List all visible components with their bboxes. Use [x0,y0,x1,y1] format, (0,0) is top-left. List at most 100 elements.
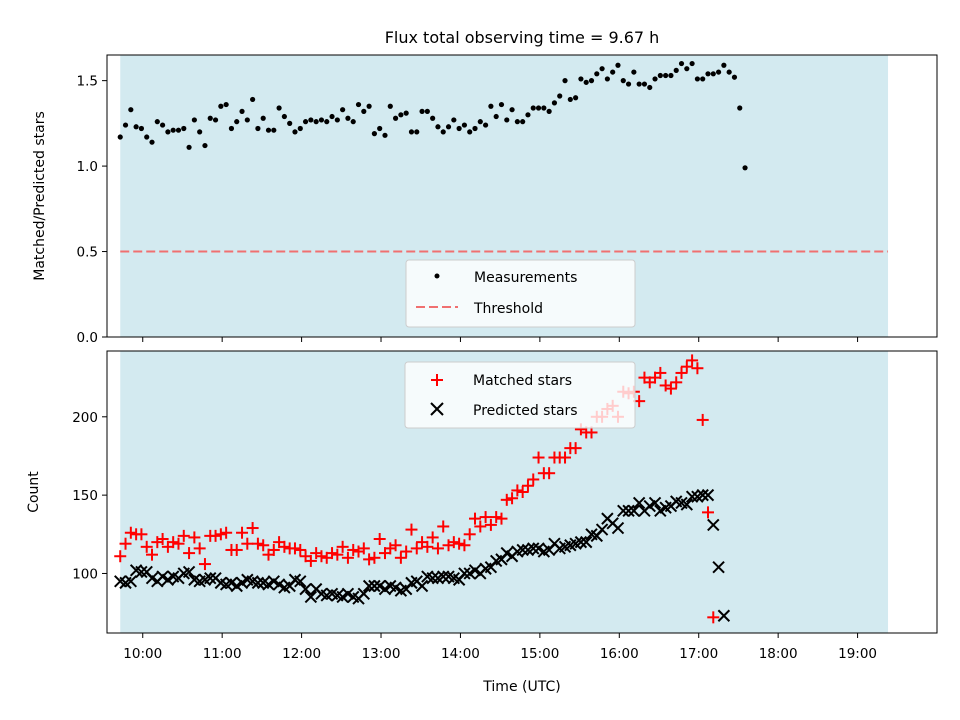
measurement-point [424,108,430,114]
predicted-star-point [437,570,450,583]
measurement-point [297,125,303,132]
measurement-point [488,103,494,109]
bottom-y-tick-label: 100 [72,566,98,582]
measurement-point [541,105,547,111]
matched-star-point [236,526,249,539]
matched-star-point [193,542,206,555]
matched-star-point [368,551,381,564]
measurement-point [366,103,372,109]
top-x-ticks [142,337,859,342]
measurement-point [223,101,229,108]
predicted-star-point [304,590,318,604]
matched-stars-points [114,354,720,624]
bottom-legend: Matched stars Predicted stars [404,361,636,429]
predicted-star-point [368,579,381,593]
measurement-point [467,129,473,135]
matched-star-point [140,540,153,553]
predicted-stars-points [114,488,731,622]
measurement-point [234,119,240,125]
measurement-point [461,122,468,128]
measurement-point [324,119,330,125]
measurement-point [382,132,388,138]
bottom-x-tick-label: 10:00 [123,646,162,662]
measurement-point [170,127,176,133]
matched-star-point [241,537,254,550]
bottom-x-ticks: 10:00 11:00 12:00 13:00 14:00 15:00 16:00 17:00… [123,633,877,662]
predicted-star-point [294,575,307,588]
matched-star-point [479,511,492,524]
measurement-point [308,117,314,123]
predicted-star-point [611,521,625,535]
measurement-point [567,96,573,103]
measurement-point [530,105,536,111]
predicted-star-point [717,609,731,622]
legend-measurements-marker [434,273,440,279]
predicted-star-point [627,504,641,518]
legend-predicted-label: Predicted stars [473,403,578,419]
predicted-star-point [516,543,529,557]
measurement-point [689,60,695,67]
matched-star-point [257,539,270,552]
matched-star-point [183,547,196,560]
bottom-y-tick-label: 150 [72,488,98,504]
matched-star-point [363,553,376,566]
top-y-tick-label: 1.0 [77,159,98,175]
predicted-star-point [527,542,540,555]
matched-star-point [527,473,540,486]
measurement-point [371,131,378,137]
predicted-star-point [685,490,699,503]
measurement-point [710,71,716,77]
predicted-star-point [617,504,630,518]
matched-star-point [336,540,349,553]
matched-star-point [172,537,185,550]
matched-star-point [490,511,503,524]
predicted-star-point [182,565,196,579]
measurement-point [191,117,197,123]
measurement-point [318,117,325,123]
measurement-point [392,115,399,121]
measurement-point [610,69,616,75]
measurement-point [202,142,208,149]
matched-star-point [675,366,688,379]
matched-star-point [251,537,264,550]
measurement-point [472,125,478,132]
matched-star-point [156,533,169,545]
matched-star-point [686,354,699,367]
predicted-star-point [299,582,312,596]
bottom-y-tick-label: 200 [72,410,98,426]
measurement-point [159,122,166,128]
matched-star-point [373,533,386,545]
matched-star-point [347,543,360,556]
measurement-points [117,60,748,171]
measurement-point [122,122,129,128]
measurement-point [128,107,134,113]
measurement-point [731,74,738,80]
matched-star-point [146,548,159,561]
predicted-star-point [574,535,588,549]
measurement-point [477,119,483,125]
top-y-tick-label: 1.5 [77,74,98,90]
measurement-point [715,69,722,75]
matched-star-point [294,543,307,556]
predicted-star-point [595,523,609,536]
measurement-point [705,71,711,77]
bottom-x-tick-label: 17:00 [679,646,718,662]
legend-measurements-label: Measurements [474,270,577,286]
matched-star-point [188,531,201,544]
measurement-point [218,103,224,109]
matched-star-point [469,512,482,525]
measurement-point [355,101,362,108]
matched-star-point [288,542,301,555]
bottom-x-tick-label: 14:00 [441,646,480,662]
bottom-x-tick-label: 11:00 [203,646,242,662]
predicted-star-point [204,571,217,585]
matched-star-point [516,486,529,498]
matched-star-point [559,451,572,464]
measurement-point [154,119,160,125]
measurement-point [620,78,626,84]
predicted-star-point [696,488,709,502]
matched-star-point [521,479,534,492]
matched-star-point [410,542,423,555]
matched-star-point [670,376,683,389]
chart-title: Flux total observing time = 9.67 h [385,28,660,47]
